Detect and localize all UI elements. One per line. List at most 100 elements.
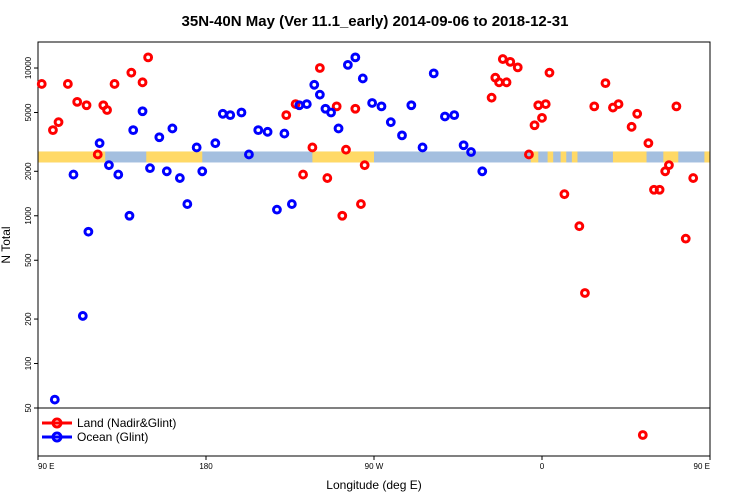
ocean-point	[350, 52, 361, 63]
ocean-point	[449, 110, 460, 121]
ocean-point	[309, 79, 320, 90]
land-point	[102, 105, 112, 115]
ocean-point	[458, 140, 469, 151]
ocean-point	[124, 210, 135, 221]
land-point	[664, 160, 674, 171]
land-band-segment	[612, 151, 647, 163]
land-point	[92, 149, 103, 160]
ocean-point	[137, 106, 148, 117]
land-point	[600, 78, 611, 89]
x-tick-label: 90 W	[365, 462, 384, 471]
ocean-point	[191, 142, 202, 153]
x-axis: 90 E 180 90 W 0 90 E	[37, 456, 711, 471]
land-point	[512, 62, 523, 73]
land-point	[143, 52, 154, 63]
plot-frame	[37, 41, 711, 409]
land-point	[613, 99, 624, 109]
chart-title: 35N-40N May (Ver 11.1_early) 2014-09-06 …	[182, 13, 569, 30]
y-tick-label: 10000	[24, 56, 33, 79]
ocean-point	[417, 142, 428, 153]
ocean-point	[272, 204, 282, 215]
y-axis: 50 100 200 500 1000 2000 5000 10000	[24, 56, 38, 412]
ocean-point	[406, 100, 417, 111]
land-point	[494, 77, 504, 88]
land-band-segment	[312, 151, 374, 163]
legend-land-label: Land (Nadir&Glint)	[77, 416, 176, 430]
land-point	[72, 96, 83, 107]
ocean-point	[210, 138, 221, 149]
land-point	[688, 173, 699, 183]
land-point	[505, 57, 516, 67]
land-point	[137, 77, 148, 88]
y-tick-label: 200	[24, 312, 33, 326]
y-tick-label: 2000	[24, 162, 33, 180]
ocean-point	[104, 160, 114, 171]
ocean-point	[376, 101, 387, 112]
legend-ocean-label: Ocean (Glint)	[77, 430, 148, 444]
ocean-point	[428, 68, 439, 79]
ocean-point	[477, 166, 488, 177]
land-point	[680, 233, 691, 244]
land-point	[580, 288, 590, 298]
land-point	[314, 63, 325, 73]
ocean-point	[286, 199, 297, 209]
land-point	[486, 92, 497, 103]
land-point	[81, 100, 92, 111]
land-point	[350, 103, 361, 114]
land-point	[529, 120, 540, 131]
ocean-point	[167, 123, 178, 134]
ocean-point	[68, 169, 79, 180]
ocean-point	[314, 89, 325, 100]
legend: Land (Nadir&Glint) Ocean (Glint)	[42, 416, 176, 444]
y-tick-label: 500	[24, 253, 33, 267]
land-point	[537, 112, 547, 123]
land-point	[36, 79, 47, 89]
ocean-point	[262, 126, 273, 137]
ocean-point	[244, 149, 254, 160]
legend-land-marker	[51, 417, 63, 429]
ocean-point	[49, 394, 60, 405]
ocean-point	[94, 138, 105, 149]
land-point	[643, 138, 654, 149]
land-band-segment	[530, 151, 539, 163]
ocean-point	[161, 166, 172, 177]
ocean-point	[145, 163, 155, 174]
legend-ocean-marker	[51, 431, 63, 443]
y-tick-label: 50	[24, 403, 33, 412]
land-ocean-band	[38, 151, 710, 163]
land-point	[559, 189, 570, 200]
land-point	[544, 67, 555, 78]
ocean-point	[279, 128, 290, 139]
y-axis-label: N Total	[0, 226, 13, 263]
land-point	[524, 149, 534, 160]
land-band-segment	[38, 151, 106, 163]
x-tick-label: 90 E	[38, 462, 54, 471]
ocean-point	[225, 110, 236, 121]
land-point	[126, 67, 137, 78]
ocean-point	[253, 125, 264, 136]
ocean-point	[154, 132, 165, 143]
land-point	[589, 101, 600, 112]
x-axis-label: Longitude (deg E)	[326, 478, 421, 492]
ocean-point	[301, 99, 312, 109]
x-tick-label: 0	[540, 462, 545, 471]
land-band-segment	[146, 151, 203, 163]
land-point	[337, 210, 348, 221]
ocean-point	[217, 108, 228, 119]
x-tick-label: 90 E	[694, 462, 710, 471]
land-point	[637, 430, 648, 440]
ocean-point	[440, 111, 450, 122]
land-point	[356, 199, 366, 209]
x-tick-label: 180	[199, 462, 213, 471]
land-point	[307, 142, 318, 153]
data-points	[36, 52, 699, 440]
land-point	[341, 144, 351, 155]
ocean-point	[128, 125, 139, 136]
ocean-point	[182, 199, 193, 209]
land-point	[540, 99, 551, 109]
ocean-point	[466, 147, 476, 157]
ocean-point	[236, 107, 247, 118]
ocean-point	[367, 98, 378, 108]
land-point	[626, 121, 637, 132]
land-band-segment	[704, 151, 710, 163]
